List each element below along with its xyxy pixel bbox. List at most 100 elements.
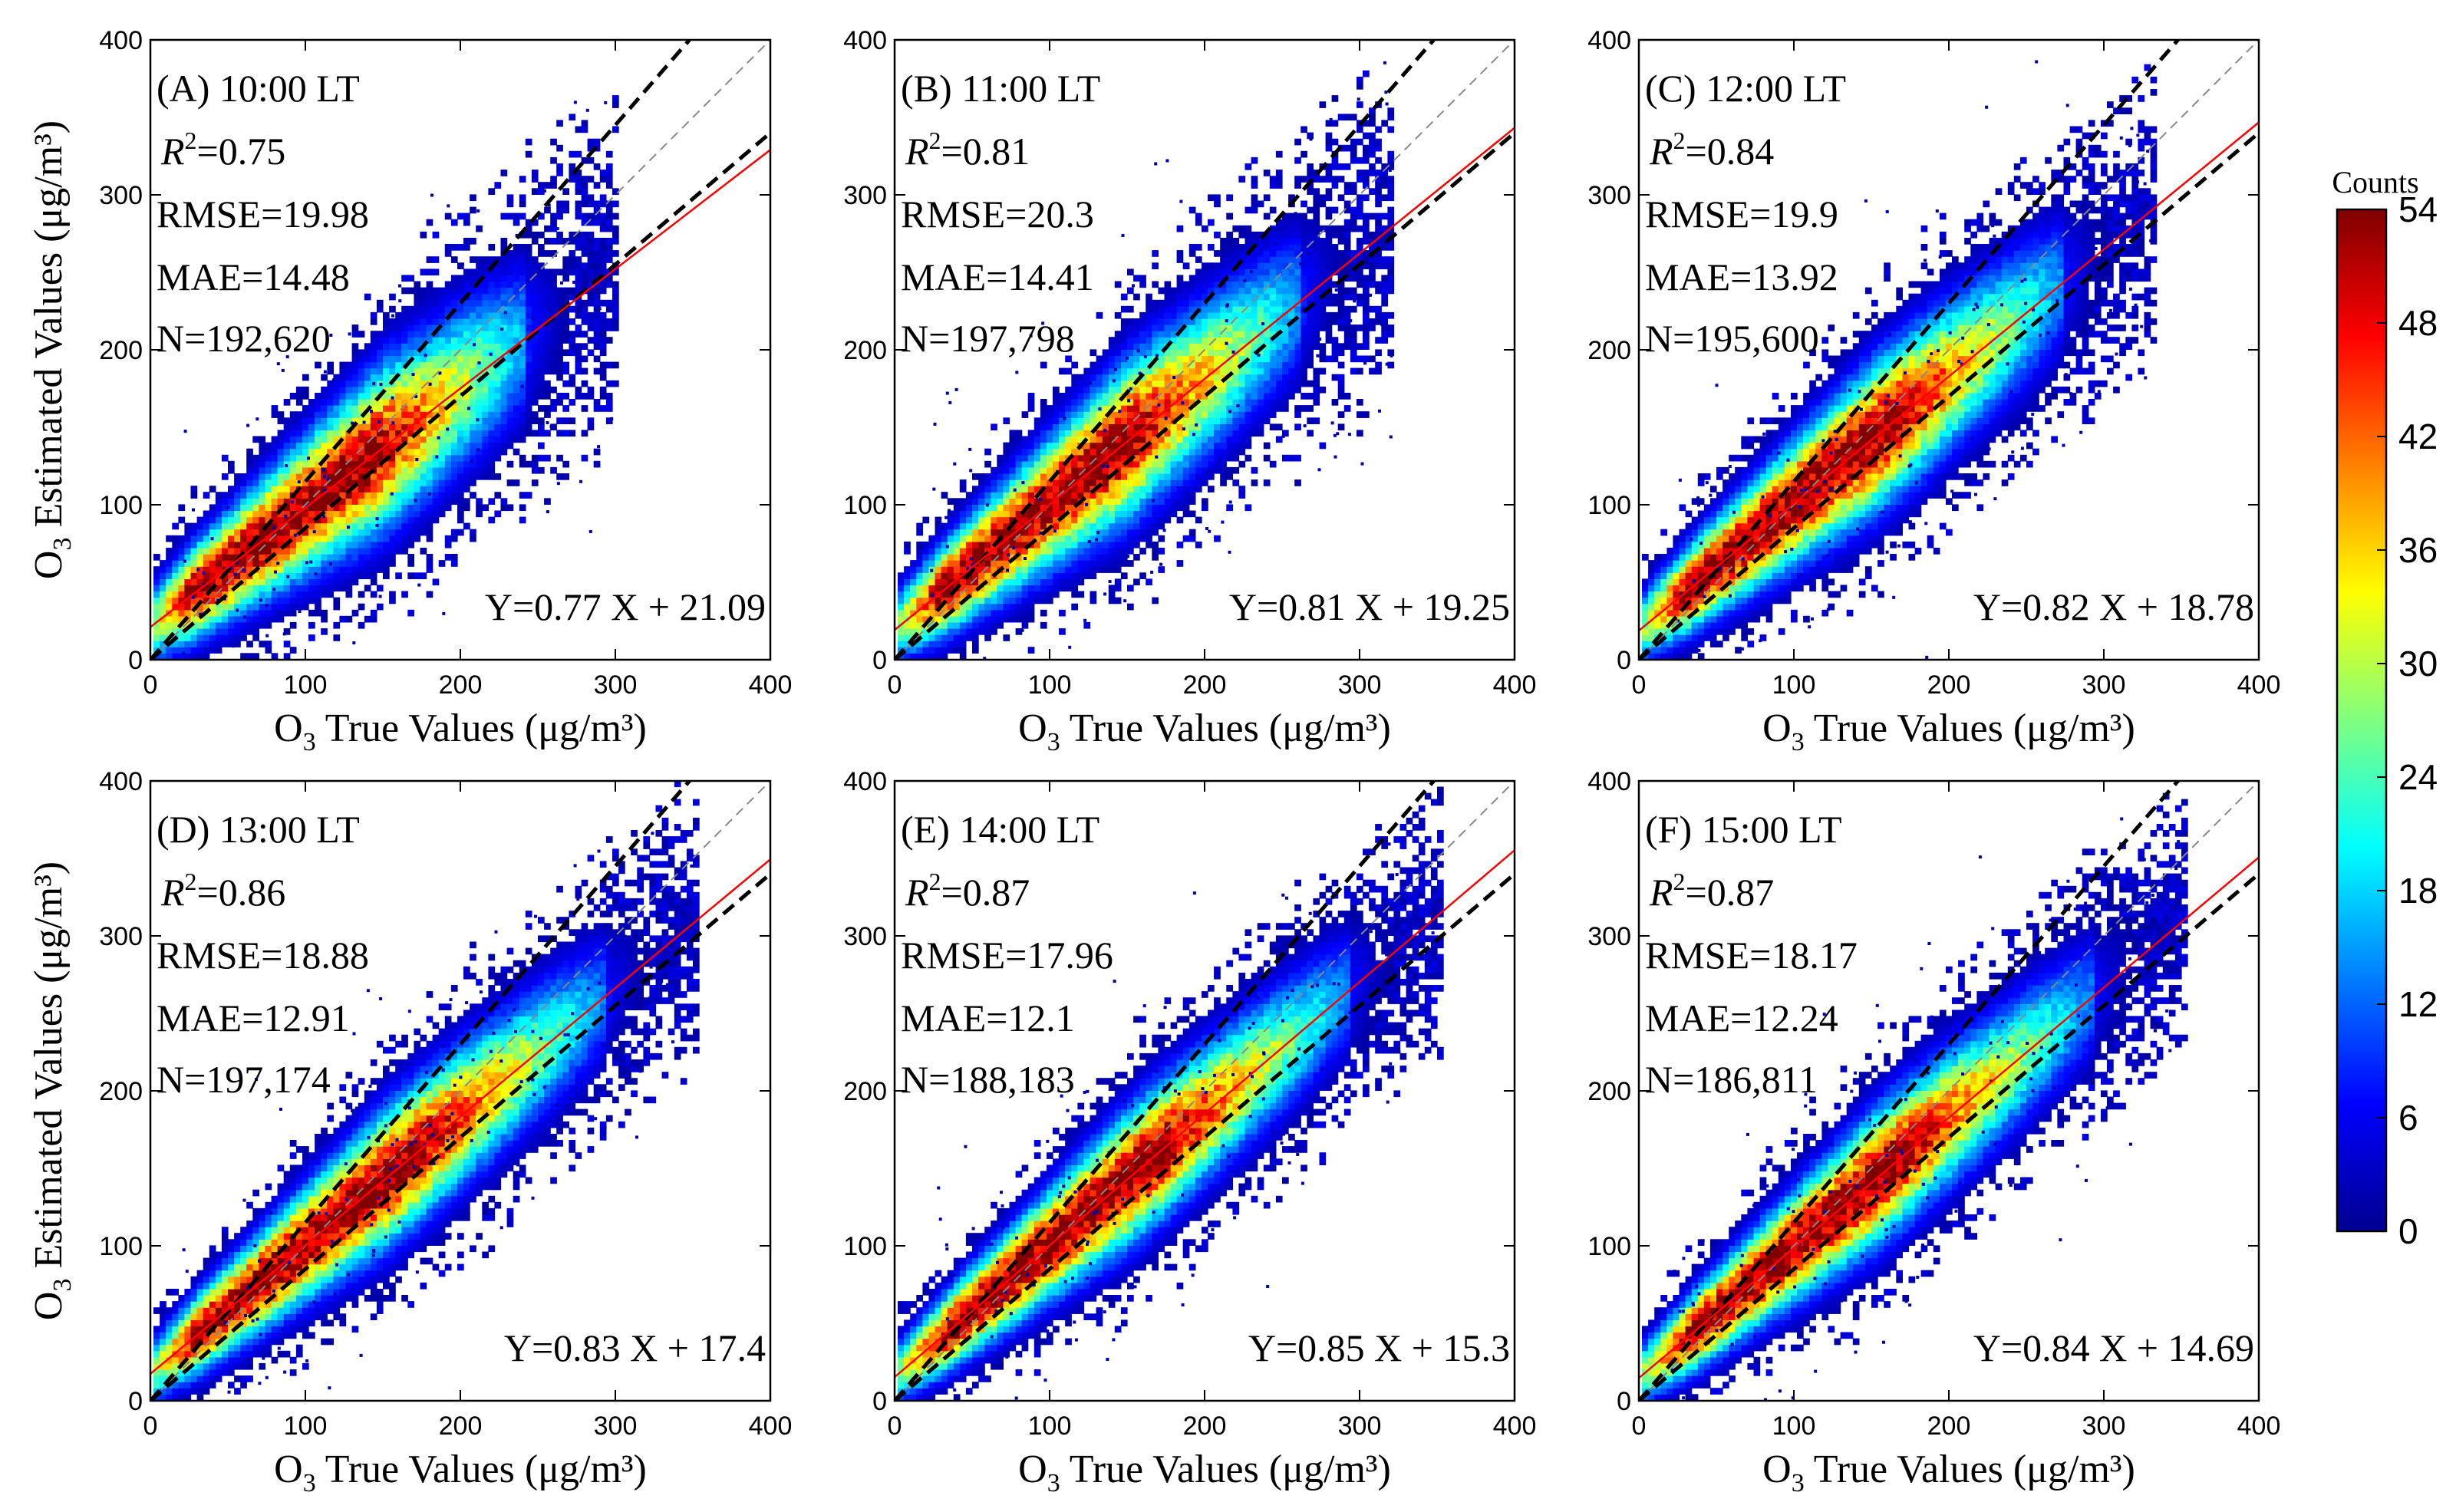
- density-cell: [1127, 393, 1134, 400]
- density-cell: [1263, 337, 1271, 344]
- density-cell: [1263, 405, 1271, 412]
- density-cell: [1027, 486, 1035, 492]
- density-cell: [1226, 361, 1233, 369]
- density-cell: [1108, 597, 1116, 604]
- density-cell: [295, 448, 303, 456]
- density-cell: [271, 405, 279, 412]
- density-cell: [476, 331, 483, 338]
- density-cell: [1040, 448, 1047, 456]
- density-cell: [935, 541, 942, 548]
- density-cell: [383, 423, 390, 431]
- density-cell: [240, 486, 247, 492]
- outlier-point: [351, 421, 354, 425]
- density-cell: [1090, 417, 1097, 424]
- density-cell: [1065, 566, 1072, 573]
- density-cell: [1257, 293, 1264, 301]
- density-cell: [513, 337, 520, 344]
- density-cell: [593, 318, 601, 325]
- density-cell: [1003, 442, 1010, 450]
- density-cell: [984, 504, 991, 512]
- density-cell: [450, 355, 458, 363]
- density-cell: [295, 591, 303, 598]
- density-cell: [221, 615, 229, 623]
- density-cell: [494, 262, 502, 269]
- density-cell: [289, 647, 297, 654]
- density-cell: [984, 585, 991, 592]
- density-cell: [1288, 225, 1295, 232]
- density-cell: [1214, 423, 1221, 431]
- density-cell: [1146, 331, 1152, 338]
- density-cell: [407, 460, 414, 468]
- density-cell: [1251, 250, 1258, 257]
- density-cell: [184, 548, 192, 555]
- density-cell: [1053, 535, 1060, 542]
- density-cell: [271, 560, 279, 567]
- density-cell: [153, 628, 160, 635]
- density-cell: [1208, 324, 1215, 331]
- density-cell: [1214, 299, 1221, 307]
- density-cell: [1275, 262, 1283, 269]
- density-cell: [228, 615, 235, 623]
- density-cell: [1146, 380, 1152, 387]
- density-cell: [1220, 293, 1227, 301]
- density-cell: [538, 262, 545, 269]
- density-cell: [525, 287, 532, 295]
- density-cell: [160, 585, 166, 592]
- density-cell: [1208, 343, 1215, 350]
- density-cell: [1015, 609, 1023, 617]
- density-cell: [289, 460, 297, 468]
- density-cell: [395, 380, 402, 387]
- density-cell: [1269, 287, 1277, 295]
- density-cell: [1176, 343, 1184, 350]
- density-cell: [587, 212, 595, 220]
- density-cell: [1182, 380, 1190, 387]
- density-cell: [383, 367, 390, 375]
- density-cell: [389, 442, 396, 450]
- density-cell: [959, 591, 967, 598]
- density-cell: [556, 163, 563, 170]
- density-cell: [463, 343, 470, 350]
- density-cell: [1208, 417, 1215, 424]
- density-cell: [470, 479, 476, 486]
- density-cell: [1188, 355, 1196, 363]
- density-cell: [1040, 361, 1047, 369]
- density-cell: [1251, 268, 1258, 276]
- density-cell: [315, 504, 321, 512]
- density-cell: [289, 535, 297, 542]
- density-cell: [1114, 516, 1122, 524]
- density-cell: [1102, 486, 1109, 492]
- density-cell: [482, 256, 489, 263]
- density-cell: [1176, 504, 1184, 512]
- density-cell: [450, 281, 458, 288]
- density-cell: [599, 200, 607, 208]
- density-cell: [612, 293, 619, 301]
- density-cell: [1033, 504, 1041, 512]
- density-cell: [538, 293, 545, 301]
- density-cell: [389, 516, 396, 524]
- density-cell: [488, 293, 496, 301]
- density-cell: [401, 460, 408, 468]
- density-cell: [1251, 182, 1258, 189]
- density-cell: [959, 486, 967, 492]
- density-cell: [1053, 393, 1060, 400]
- density-cell: [482, 337, 489, 344]
- density-cell: [1047, 448, 1053, 456]
- density-cell: [395, 492, 402, 499]
- density-cell: [215, 621, 223, 629]
- density-cell: [1015, 535, 1023, 542]
- density-cell: [1071, 466, 1078, 474]
- density-cell: [234, 603, 241, 611]
- density-cell: [550, 367, 557, 375]
- density-cell: [1053, 399, 1060, 406]
- density-cell: [327, 504, 334, 512]
- density-cell: [1301, 150, 1307, 158]
- density-cell: [476, 268, 483, 276]
- density-cell: [295, 436, 303, 443]
- density-cell: [327, 572, 334, 579]
- density-cell: [1202, 411, 1208, 418]
- density-cell: [525, 343, 532, 350]
- density-cell: [1244, 287, 1252, 295]
- density-cell: [1176, 275, 1184, 282]
- density-cell: [463, 337, 470, 344]
- density-cell: [370, 386, 377, 394]
